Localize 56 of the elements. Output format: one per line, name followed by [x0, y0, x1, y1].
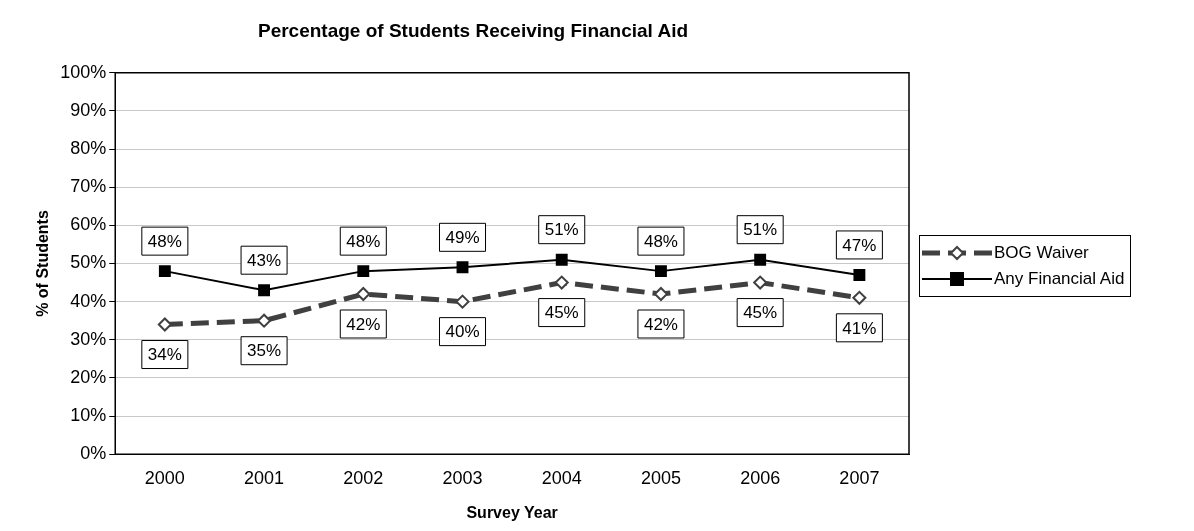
x-tick-label: 2007 [839, 467, 880, 488]
x-tick-label: 2003 [442, 467, 483, 488]
chart-title: Percentage of Students Receiving Financial Aid [257, 19, 689, 41]
point [555, 253, 568, 266]
point [655, 265, 667, 278]
y-tick-label: 50% [70, 252, 107, 273]
x-tick-label: 2005 [640, 467, 681, 488]
data-label: 48% [346, 231, 381, 251]
legend-label: BOG Waiver [994, 243, 1089, 263]
data-label: 49% [445, 228, 480, 247]
data-label: 40% [445, 322, 480, 342]
point [456, 261, 469, 274]
point [455, 294, 470, 309]
point [753, 275, 768, 290]
point [554, 275, 569, 290]
data-label: 35% [247, 341, 282, 361]
data-label: 48% [643, 231, 678, 251]
y-tick-label: 60% [70, 214, 107, 235]
y-tick-label: 20% [70, 366, 107, 387]
data-label: 43% [247, 250, 282, 270]
legend-label: Any Financial Aid [994, 269, 1125, 289]
point [754, 253, 767, 266]
x-axis-title: Survey Year [466, 503, 558, 521]
data-label: 45% [743, 303, 778, 323]
x-tick-label: 2002 [343, 467, 384, 488]
y-tick-label: 40% [70, 290, 107, 311]
data-label: 41% [842, 318, 877, 338]
data-label: 42% [643, 314, 678, 334]
y-axis-title: % of Students [34, 210, 52, 317]
y-tick-label: 90% [70, 99, 107, 120]
y-tick-label: 100% [60, 61, 107, 82]
x-tick-label: 2004 [541, 467, 582, 488]
y-tick-label: 10% [70, 405, 107, 426]
y-tick-label: 80% [70, 138, 107, 159]
data-label: 45% [544, 303, 579, 323]
data-label: 47% [842, 235, 877, 255]
point [258, 284, 271, 297]
point [853, 268, 866, 281]
point [852, 290, 867, 305]
point [157, 317, 172, 332]
point [257, 313, 272, 328]
x-tick-label: 2006 [740, 467, 781, 488]
point [357, 265, 370, 278]
point [653, 287, 668, 302]
y-tick-label: 70% [70, 176, 107, 197]
data-label: 34% [147, 345, 182, 365]
x-tick-label: 2000 [144, 467, 185, 488]
data-label: 42% [346, 314, 381, 334]
y-tick-label: 0% [80, 443, 107, 464]
point [356, 287, 371, 302]
y-tick-label: 30% [70, 328, 107, 349]
data-label: 51% [743, 220, 778, 240]
point [158, 265, 171, 278]
data-label: 48% [147, 231, 182, 251]
data-label: 51% [544, 220, 579, 240]
x-tick-label: 2001 [244, 467, 285, 488]
